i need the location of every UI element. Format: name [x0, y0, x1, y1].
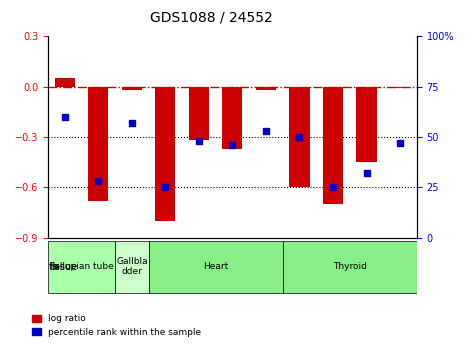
- Bar: [155, 87, 175, 221]
- Point: [396, 140, 404, 146]
- Text: Heart: Heart: [203, 262, 228, 271]
- Bar: [356, 87, 377, 162]
- Bar: [122, 87, 142, 90]
- Text: Thyroid: Thyroid: [333, 262, 367, 271]
- Bar: [189, 87, 209, 140]
- FancyBboxPatch shape: [115, 241, 149, 293]
- Point: [195, 138, 203, 144]
- Point: [95, 179, 102, 184]
- Point: [262, 128, 270, 134]
- Bar: [323, 87, 343, 204]
- Point: [363, 171, 370, 176]
- Point: [162, 185, 169, 190]
- Point: [128, 120, 136, 126]
- Bar: [88, 87, 108, 201]
- Legend: log ratio, percentile rank within the sample: log ratio, percentile rank within the sa…: [28, 311, 204, 341]
- Bar: [256, 87, 276, 90]
- Point: [229, 142, 236, 148]
- Point: [61, 114, 68, 120]
- FancyBboxPatch shape: [149, 241, 283, 293]
- Text: Gallbla
dder: Gallbla dder: [116, 257, 148, 276]
- Point: [329, 185, 337, 190]
- FancyBboxPatch shape: [283, 241, 417, 293]
- Point: [296, 134, 303, 140]
- Text: tissue: tissue: [49, 262, 78, 272]
- Bar: [390, 87, 410, 88]
- FancyBboxPatch shape: [48, 241, 115, 293]
- Bar: [222, 87, 242, 149]
- Text: Fallopian tube: Fallopian tube: [50, 262, 113, 271]
- Bar: [55, 78, 75, 87]
- Bar: [289, 87, 310, 187]
- Text: GDS1088 / 24552: GDS1088 / 24552: [150, 10, 272, 24]
